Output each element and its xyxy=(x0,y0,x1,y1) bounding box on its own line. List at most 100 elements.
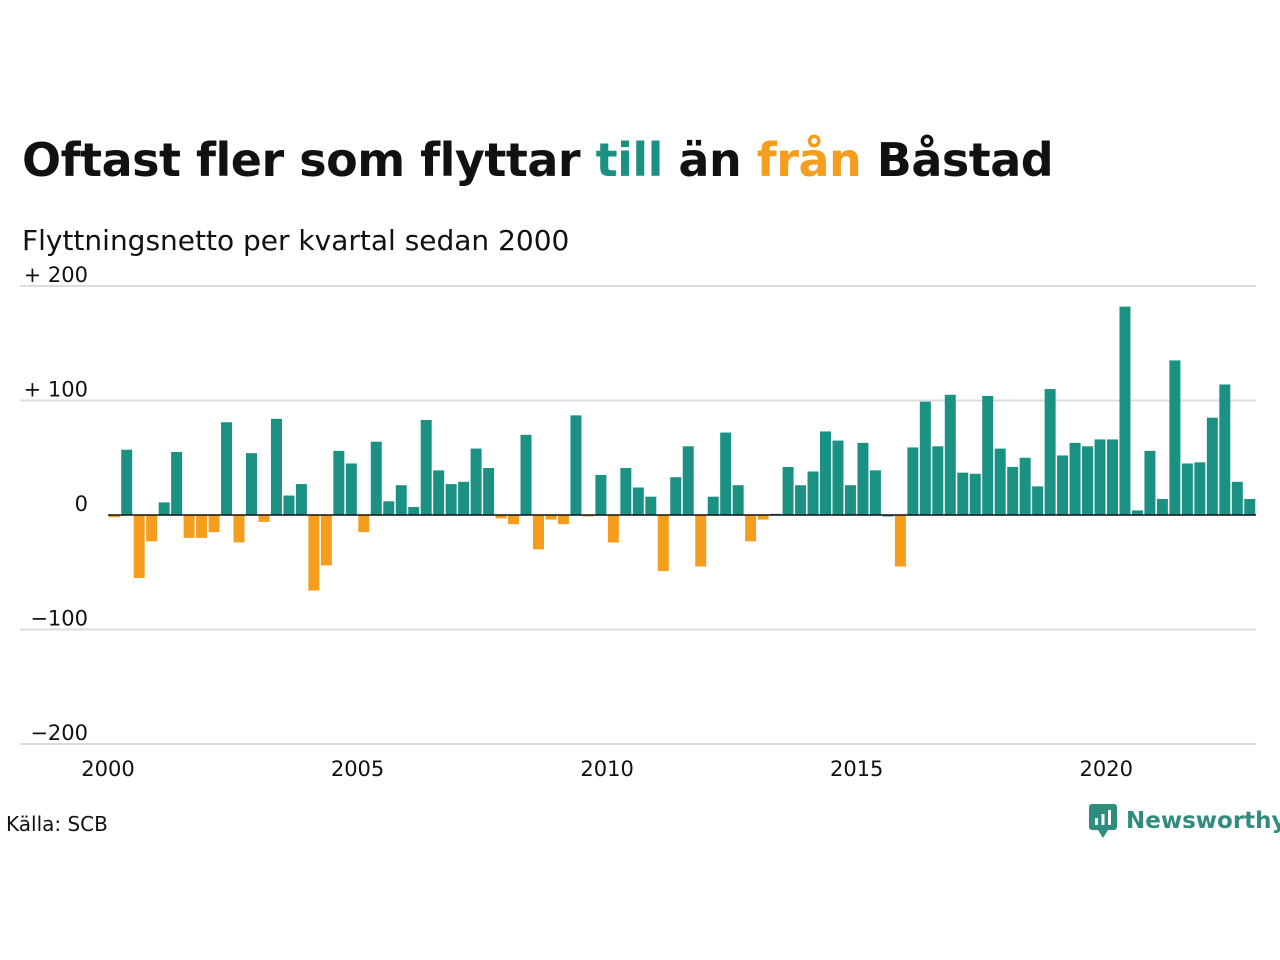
chart-title: Oftast fler som flyttar till än från Bås… xyxy=(22,130,1054,190)
bar xyxy=(445,484,457,515)
bar xyxy=(1169,360,1181,515)
bar xyxy=(533,515,544,550)
bar xyxy=(483,468,495,515)
bar xyxy=(857,442,869,515)
chart-subtitle: Flyttningsnetto per kvartal sedan 2000 xyxy=(22,224,570,257)
bar xyxy=(146,515,158,542)
y-tick-label: 0 xyxy=(75,492,88,516)
bar xyxy=(520,434,532,515)
bar xyxy=(795,485,807,515)
bar xyxy=(982,395,994,515)
bar xyxy=(620,468,632,515)
bar-chart: + 200 + 100 0 −100 −200 2000 2005 2010 2015 2020 xyxy=(20,263,1256,781)
bar xyxy=(295,484,307,515)
bar xyxy=(932,446,944,515)
bar xyxy=(433,470,445,515)
bar xyxy=(1206,417,1218,515)
bar xyxy=(208,515,220,533)
title-part-3: än xyxy=(662,133,757,187)
bar xyxy=(545,515,557,520)
bar xyxy=(957,472,969,515)
title-part-5: Båstad xyxy=(861,133,1054,187)
bar xyxy=(420,419,432,515)
y-tick-label: −200 xyxy=(30,721,88,745)
bar xyxy=(1007,466,1019,515)
bar xyxy=(595,474,607,515)
y-tick-label: + 100 xyxy=(24,378,88,402)
bar xyxy=(1032,486,1044,515)
bar xyxy=(283,495,295,515)
bar xyxy=(320,515,332,566)
title-highlight-fran: från xyxy=(756,133,862,187)
bar xyxy=(1144,450,1156,515)
x-tick-label: 2020 xyxy=(1080,757,1133,781)
bar xyxy=(782,466,794,515)
y-tick-label: −100 xyxy=(30,607,88,631)
bar xyxy=(133,515,145,578)
bar xyxy=(270,418,282,515)
bar xyxy=(645,496,657,515)
bar xyxy=(345,463,357,515)
bar xyxy=(383,501,395,515)
bar xyxy=(919,401,931,515)
bar xyxy=(969,473,981,515)
source-label: Källa: SCB xyxy=(6,812,108,836)
bar xyxy=(308,515,320,591)
bar xyxy=(570,415,582,515)
bar xyxy=(732,485,744,515)
bar xyxy=(1082,446,1094,515)
bar xyxy=(221,422,233,515)
x-tick-label: 2015 xyxy=(830,757,883,781)
bar xyxy=(745,515,757,542)
x-tick-label: 2010 xyxy=(580,757,633,781)
bar xyxy=(1119,306,1131,515)
bar xyxy=(470,448,482,515)
bar xyxy=(832,440,844,515)
bar xyxy=(869,470,881,515)
bar xyxy=(171,452,183,515)
bar xyxy=(707,496,719,515)
bar xyxy=(844,485,856,515)
bar xyxy=(258,515,270,522)
bar xyxy=(820,431,831,515)
bar xyxy=(1231,481,1243,515)
bar xyxy=(183,515,195,538)
title-part-1: Oftast fler som flyttar xyxy=(22,133,596,187)
bar xyxy=(695,515,707,567)
bar xyxy=(1194,462,1206,515)
bar xyxy=(458,481,470,515)
bar xyxy=(508,515,520,525)
bar xyxy=(757,515,769,520)
bar xyxy=(944,394,956,515)
bar xyxy=(370,441,382,515)
bar xyxy=(557,515,569,525)
bar xyxy=(246,453,257,515)
bar xyxy=(1181,463,1193,515)
bar xyxy=(632,487,644,515)
bar xyxy=(358,515,370,533)
bar xyxy=(607,515,619,543)
newsworthy-logo-text: Newsworthy xyxy=(1126,808,1280,834)
bar xyxy=(1131,510,1143,515)
bar xyxy=(670,477,682,515)
bar xyxy=(1094,439,1106,515)
bar xyxy=(807,471,819,515)
bar xyxy=(894,515,906,567)
bar xyxy=(1107,439,1118,515)
bar xyxy=(720,432,732,515)
bar xyxy=(994,448,1006,515)
bar xyxy=(333,450,345,515)
x-tick-label: 2005 xyxy=(331,757,384,781)
bar xyxy=(1244,498,1256,515)
bar xyxy=(907,447,919,515)
bar xyxy=(108,515,120,518)
bar xyxy=(682,446,694,515)
bar xyxy=(408,506,420,515)
bar xyxy=(495,515,507,519)
bar xyxy=(233,515,245,543)
bar xyxy=(196,515,208,538)
bar xyxy=(1057,455,1069,515)
bar xyxy=(121,449,133,515)
x-tick-label: 2000 xyxy=(81,757,134,781)
bar xyxy=(1069,442,1081,515)
